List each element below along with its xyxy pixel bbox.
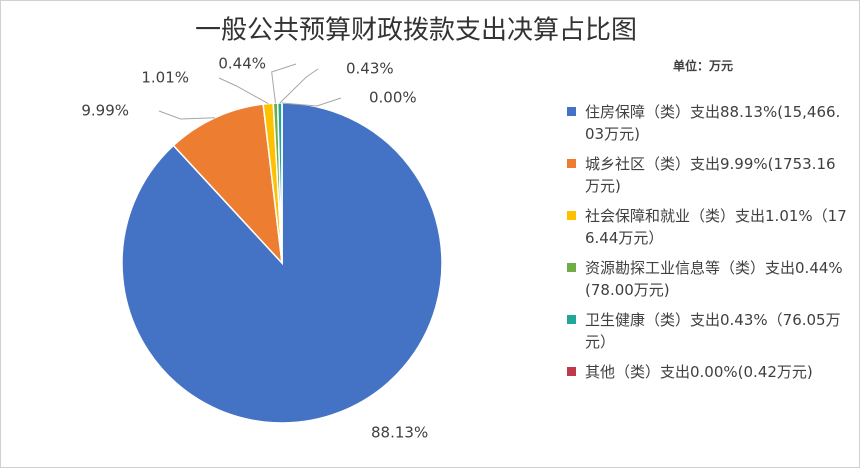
legend-item: 城乡社区（类）支出9.99%(1753.16万元) [567, 153, 847, 197]
legend-swatch [567, 367, 576, 376]
data-label: 88.13% [371, 424, 428, 442]
leader-line [218, 77, 269, 105]
legend-swatch [567, 263, 576, 272]
data-label: 0.43% [346, 60, 394, 78]
legend-swatch [567, 315, 576, 324]
data-label: 1.01% [141, 69, 189, 87]
leader-line [158, 110, 216, 120]
leader-line [281, 97, 342, 107]
data-label: 9.99% [81, 102, 129, 120]
unit-label: 单位：万元 [673, 59, 734, 73]
legend-label: 城乡社区（类）支出9.99%(1753.16万元) [585, 155, 836, 195]
legend-item: 社会保障和就业（类）支出1.01%（176.44万元） [567, 205, 847, 249]
legend-swatch [567, 159, 576, 168]
legend-label: 社会保障和就业（类）支出1.01%（176.44万元） [585, 207, 847, 247]
legend-item: 卫生健康（类）支出0.43%（76.05万元） [567, 309, 847, 353]
legend-label: 住房保障（类）支出88.13%(15,466.03万元) [585, 103, 841, 143]
data-label: 0.44% [218, 55, 266, 73]
pie-slice [172, 103, 284, 266]
data-label: 0.00% [369, 89, 417, 107]
legend-item: 资源勘探工业信息等（类）支出0.44%(78.00万元) [567, 257, 847, 301]
legend: 住房保障（类）支出88.13%(15,466.03万元) 城乡社区（类）支出9.9… [567, 101, 847, 391]
legend-item: 住房保障（类）支出88.13%(15,466.03万元) [567, 101, 847, 145]
leader-line [271, 63, 297, 104]
legend-swatch [567, 107, 576, 116]
leader-line [279, 68, 319, 104]
legend-swatch [567, 211, 576, 220]
chart-title: 一般公共预算财政拨款支出决算占比图 [195, 16, 637, 46]
legend-label: 资源勘探工业信息等（类）支出0.44%(78.00万元) [585, 259, 843, 299]
legend-item: 其他（类）支出0.00%(0.42万元) [567, 361, 847, 383]
legend-label: 其他（类）支出0.00%(0.42万元) [585, 363, 813, 381]
legend-label: 卫生健康（类）支出0.43%（76.05万元） [585, 311, 841, 351]
